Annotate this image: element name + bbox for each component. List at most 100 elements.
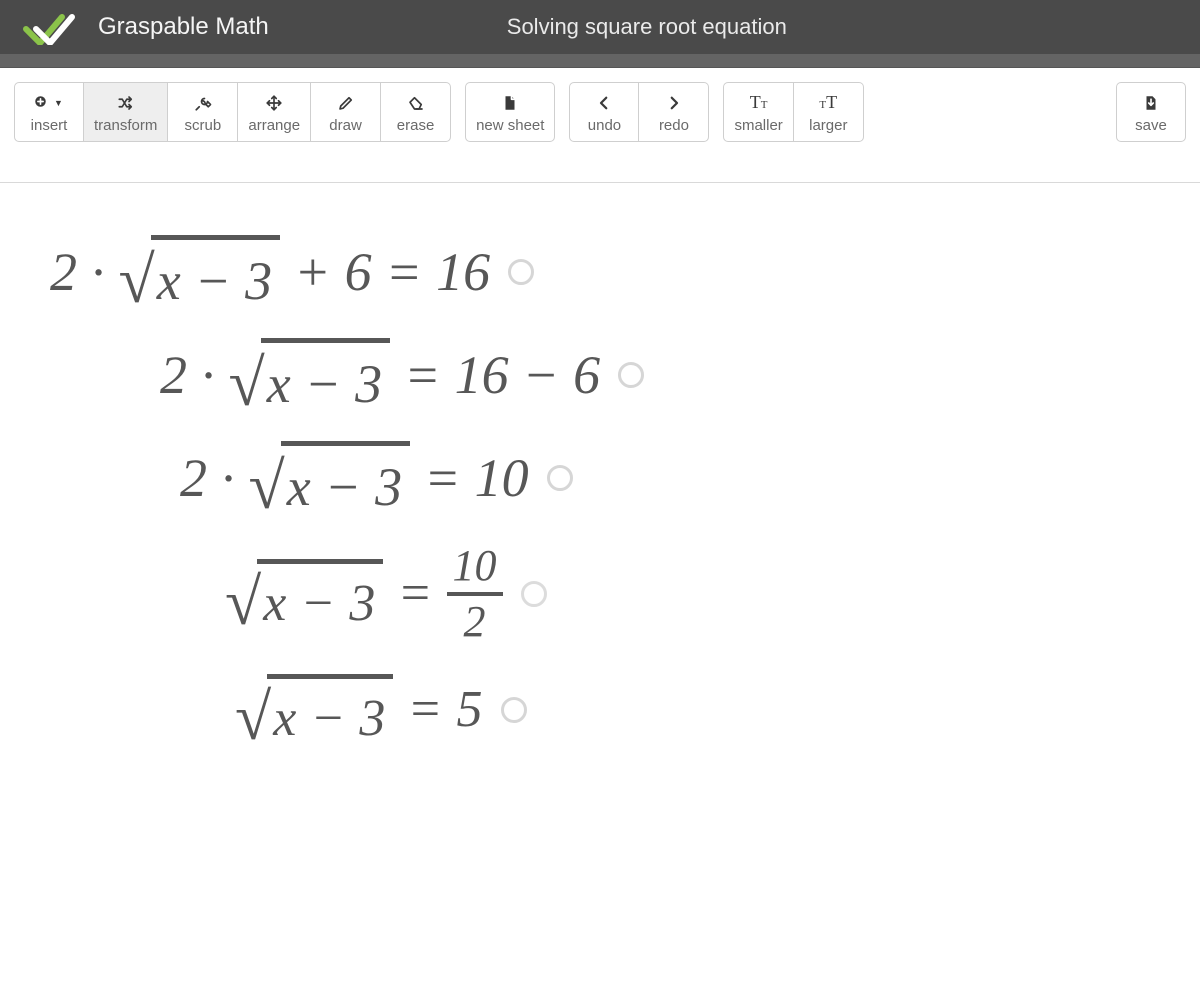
math-token[interactable]: 6 <box>573 348 600 402</box>
tool-label: save <box>1135 117 1167 134</box>
fraction-denominator[interactable]: 2 <box>458 600 492 644</box>
step-marker[interactable] <box>547 465 573 491</box>
radical-icon: √ <box>119 255 155 308</box>
redo-button[interactable]: redo <box>639 82 709 142</box>
math-canvas[interactable]: 2·√x−3+6=162·√x−3=16−62·√x−3=10√x−3=102√… <box>0 183 1200 745</box>
equation[interactable]: √x−3=102 <box>225 544 503 644</box>
math-token[interactable]: − <box>321 460 365 514</box>
equation-line[interactable]: 2·√x−3=16−6 <box>160 338 1200 411</box>
math-token[interactable]: 3 <box>349 578 375 630</box>
header-strip <box>0 54 1200 68</box>
math-token[interactable]: 10 <box>475 451 529 505</box>
math-token[interactable]: 3 <box>359 693 385 745</box>
math-token[interactable]: x <box>157 254 181 308</box>
transform-button[interactable]: transform <box>84 82 168 142</box>
equation[interactable]: √x−3=5 <box>235 674 483 745</box>
text-smaller-icon: TT <box>750 93 768 113</box>
equation-line[interactable]: 2·√x−3+6=16 <box>50 235 1200 308</box>
move-icon <box>265 93 283 113</box>
sqrt[interactable]: √x−3 <box>225 559 383 630</box>
eraser-icon <box>407 93 425 113</box>
math-token[interactable]: = <box>393 568 436 620</box>
math-token[interactable]: − <box>301 357 345 411</box>
radicand[interactable]: x−3 <box>281 441 410 514</box>
math-token[interactable]: = <box>382 245 426 299</box>
step-marker[interactable] <box>501 697 527 723</box>
math-token[interactable]: 2 <box>180 451 207 505</box>
radicand[interactable]: x−3 <box>261 338 390 411</box>
sqrt[interactable]: √x−3 <box>249 441 411 514</box>
math-token[interactable]: 16 <box>436 245 490 299</box>
plus-dropdown-icon: ▼ <box>33 93 65 113</box>
pencil-icon <box>337 93 355 113</box>
equation[interactable]: 2·√x−3+6=16 <box>50 235 490 308</box>
math-token[interactable]: 3 <box>355 357 382 411</box>
tool-group-file: save <box>1116 82 1186 142</box>
save-button[interactable]: save <box>1116 82 1186 142</box>
math-token[interactable]: − <box>519 348 563 402</box>
page-title: Solving square root equation <box>507 14 787 40</box>
math-token[interactable]: 3 <box>245 254 272 308</box>
math-token[interactable]: = <box>420 451 464 505</box>
shuffle-icon <box>117 93 135 113</box>
app-header: Graspable Math Solving square root equat… <box>0 0 1200 54</box>
equation-line[interactable]: 2·√x−3=10 <box>180 441 1200 514</box>
math-token[interactable]: x <box>263 578 286 630</box>
sqrt[interactable]: √x−3 <box>229 338 391 411</box>
math-token[interactable]: = <box>400 348 444 402</box>
math-token[interactable]: − <box>296 578 339 630</box>
radical-icon: √ <box>235 692 271 745</box>
math-token[interactable]: 3 <box>375 460 402 514</box>
sqrt[interactable]: √x−3 <box>119 235 281 308</box>
tool-label: larger <box>809 117 847 134</box>
scrub-button[interactable]: scrub <box>168 82 238 142</box>
new-sheet-button[interactable]: new sheet <box>465 82 555 142</box>
radicand[interactable]: x−3 <box>267 674 393 745</box>
save-dropdown-icon <box>1142 93 1160 113</box>
math-token[interactable]: 16 <box>455 348 509 402</box>
undo-button[interactable]: undo <box>569 82 639 142</box>
equation-line[interactable]: √x−3=102 <box>225 544 1200 644</box>
math-token[interactable]: − <box>306 693 349 745</box>
app-logo-icon <box>22 9 80 45</box>
app-name: Graspable Math <box>98 13 269 41</box>
math-token[interactable]: · <box>87 245 109 299</box>
math-token[interactable]: x <box>267 357 291 411</box>
math-token[interactable]: − <box>191 254 235 308</box>
radicand[interactable]: x−3 <box>257 559 383 630</box>
tool-label: arrange <box>248 117 300 134</box>
radicand[interactable]: x−3 <box>151 235 280 308</box>
equation[interactable]: 2·√x−3=10 <box>180 441 529 514</box>
math-token[interactable]: 2 <box>160 348 187 402</box>
math-token[interactable]: 5 <box>457 684 483 736</box>
step-marker[interactable] <box>618 362 644 388</box>
math-token[interactable]: 2 <box>50 245 77 299</box>
draw-button[interactable]: draw <box>311 82 381 142</box>
fraction[interactable]: 102 <box>447 544 503 644</box>
fraction-numerator[interactable]: 10 <box>447 544 503 588</box>
tool-group-text-size: TT smaller TTlarger <box>723 82 863 142</box>
math-token[interactable]: 6 <box>345 245 372 299</box>
tool-label: insert <box>31 117 68 134</box>
larger-button[interactable]: TTlarger <box>794 82 864 142</box>
math-token[interactable]: x <box>273 693 296 745</box>
math-token[interactable]: = <box>403 684 446 736</box>
tool-label: new sheet <box>476 117 544 134</box>
tool-label: smaller <box>734 117 782 134</box>
tool-group-history: undoredo <box>569 82 709 142</box>
math-token[interactable]: + <box>290 245 334 299</box>
insert-button[interactable]: ▼ insert <box>14 82 84 142</box>
sqrt[interactable]: √x−3 <box>235 674 393 745</box>
step-marker[interactable] <box>521 581 547 607</box>
equation[interactable]: 2·√x−3=16−6 <box>160 338 600 411</box>
arrange-button[interactable]: arrange <box>238 82 311 142</box>
fraction-bar <box>447 592 503 596</box>
math-token[interactable]: · <box>197 348 219 402</box>
math-token[interactable]: x <box>287 460 311 514</box>
equation-line[interactable]: √x−3=5 <box>235 674 1200 745</box>
smaller-button[interactable]: TT smaller <box>723 82 793 142</box>
erase-button[interactable]: erase <box>381 82 451 142</box>
math-token[interactable]: · <box>217 451 239 505</box>
tool-label: scrub <box>185 117 222 134</box>
step-marker[interactable] <box>508 259 534 285</box>
